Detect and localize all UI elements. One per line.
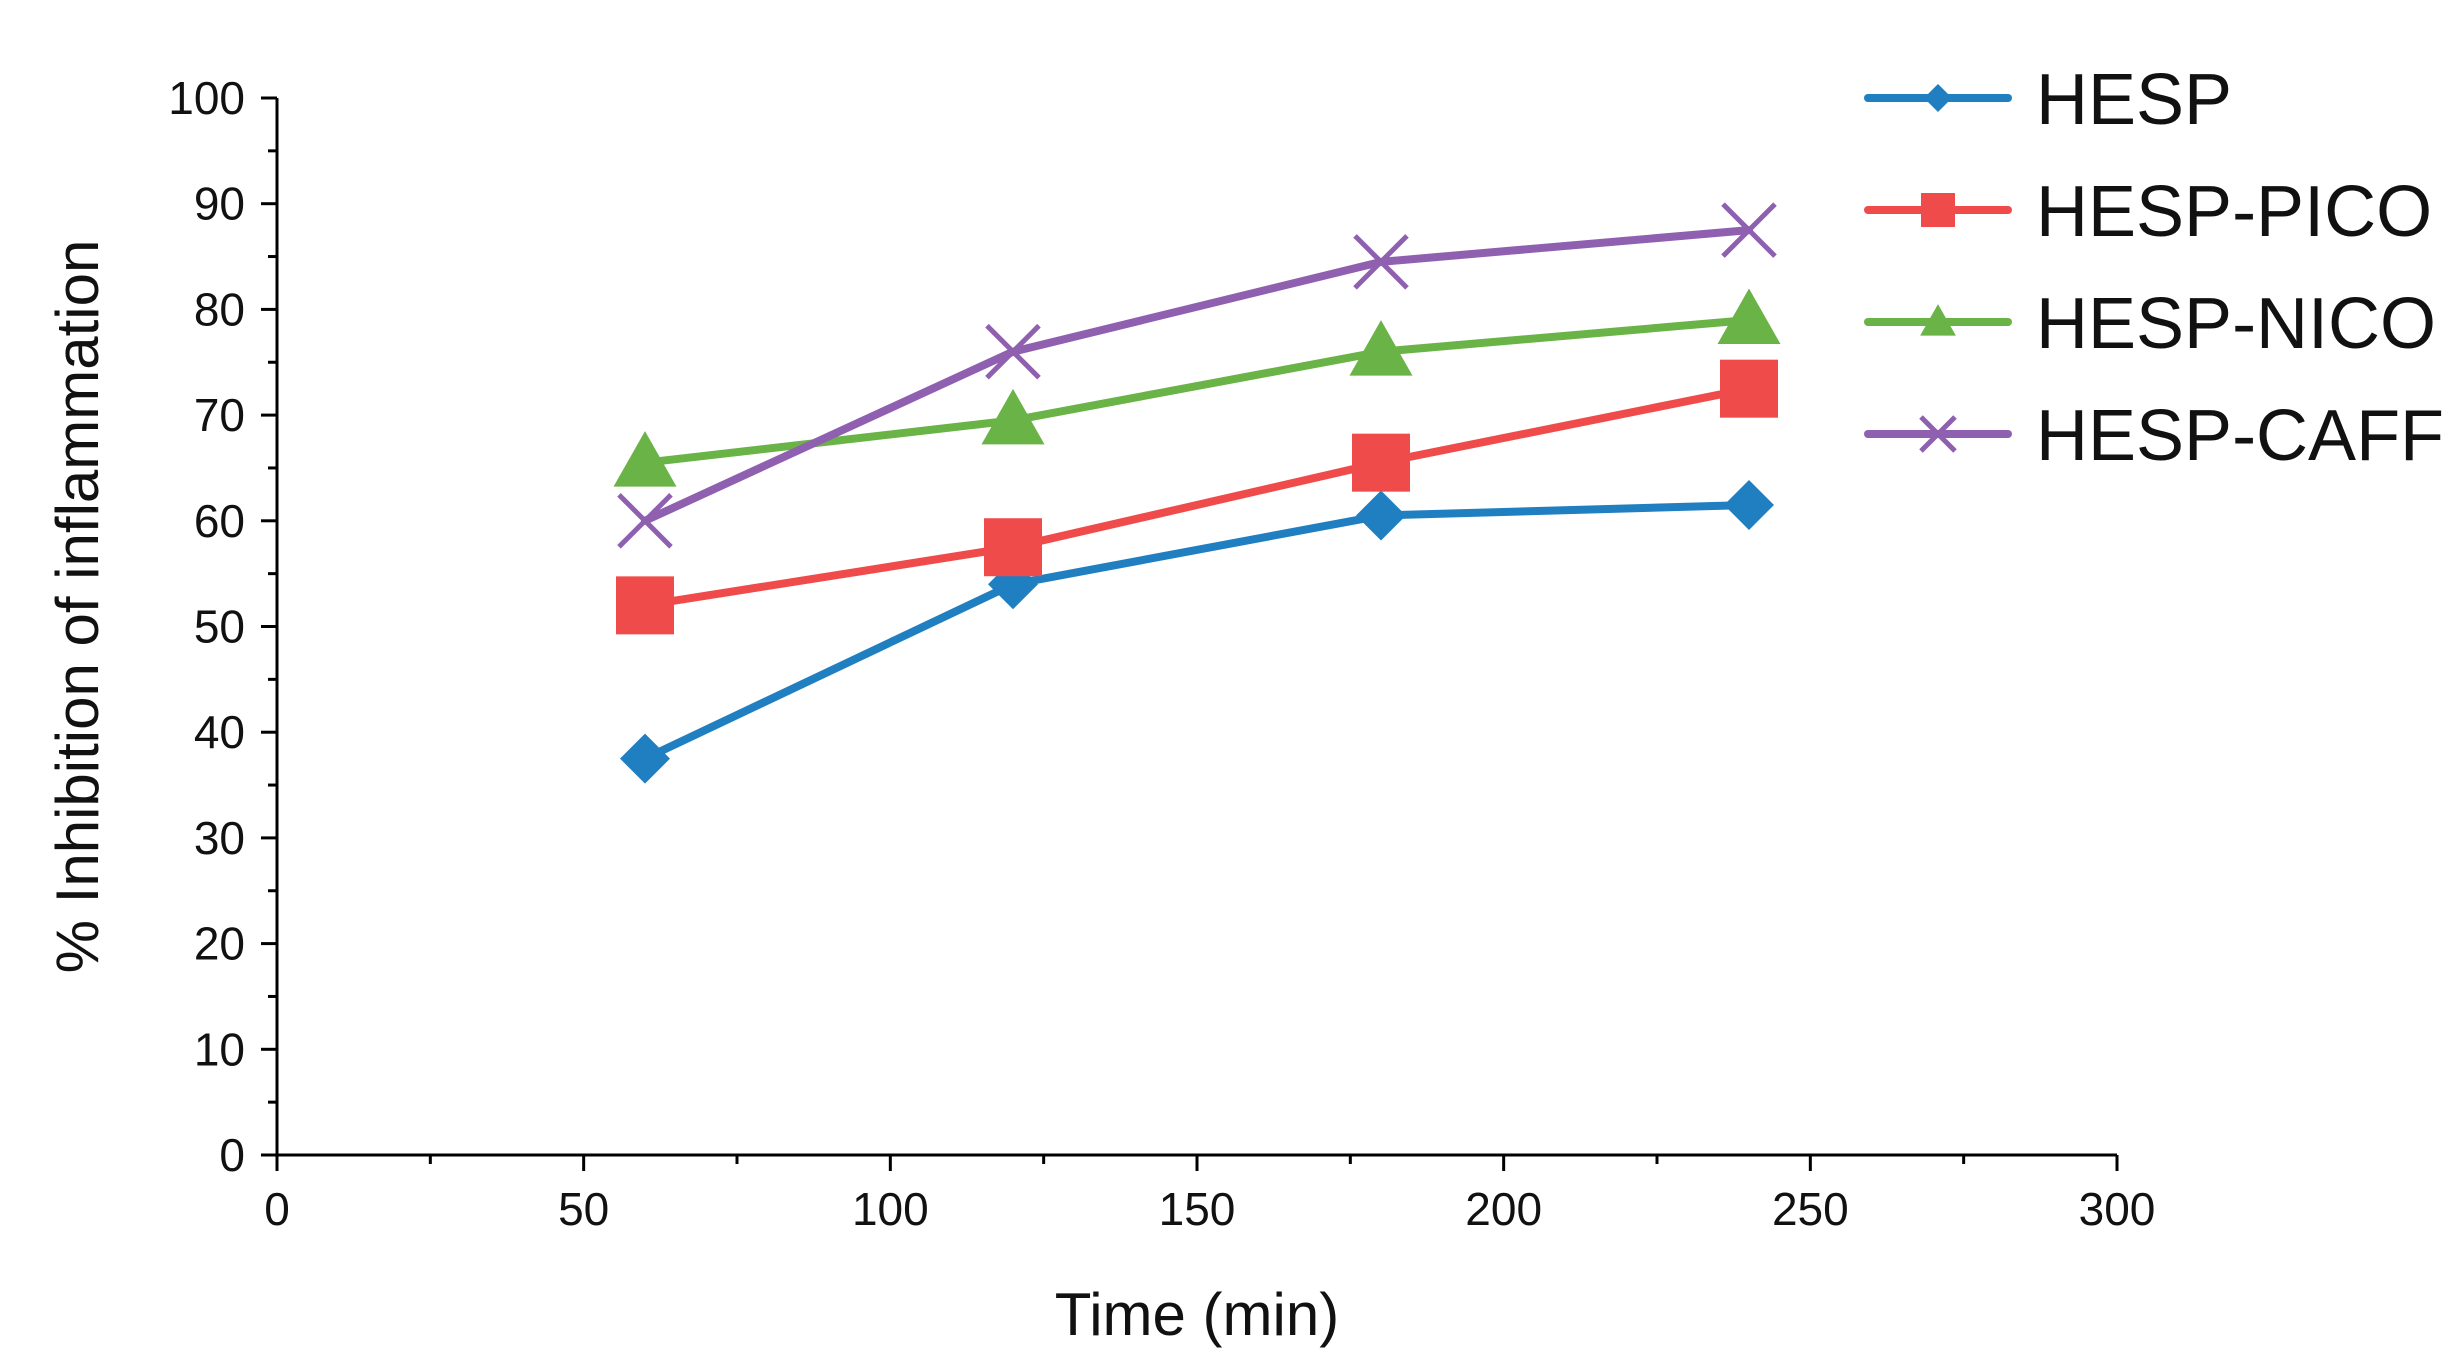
y-tick-label: 80: [194, 283, 245, 335]
series-line-hesp-pico: [641, 384, 1753, 610]
y-tick-label: 100: [168, 72, 245, 124]
y-tick-label: 90: [194, 178, 245, 230]
y-tick-label: 0: [219, 1129, 245, 1181]
legend-marker-hesp-caff-stroke: [1919, 415, 1957, 453]
x-tick-label: 150: [1159, 1183, 1236, 1235]
data-point-hesp: [1724, 479, 1774, 530]
series-line-hesp-caff: [641, 226, 1753, 525]
data-point-hesp-pico: [984, 518, 1042, 577]
legend-marker-hesp-pico: [1921, 193, 1955, 227]
x-axis-title: Time (min): [1055, 1281, 1339, 1348]
y-tick-label: 10: [194, 1023, 245, 1075]
y-axis-title: % Inhibition of inflammation: [44, 240, 111, 974]
series-hesp-nico: [613, 288, 1781, 487]
data-point-hesp-caff-stroke: [1721, 202, 1777, 258]
legend-item-hesp: HESP: [1864, 60, 2232, 140]
x-tick-label: 100: [852, 1183, 929, 1235]
legend-label-hesp-caff: HESP-CAFF: [2036, 396, 2444, 476]
x-tick-label: 0: [264, 1183, 290, 1235]
legend-label-hesp-nico: HESP-NICO: [2036, 284, 2436, 364]
data-point-hesp-pico: [616, 576, 674, 635]
legend-marker-hesp: [1924, 84, 1952, 112]
series-group: [613, 202, 1781, 784]
y-tick-label: 20: [194, 918, 245, 970]
data-point-hesp-nico: [1349, 320, 1413, 376]
legend-marker-hesp-caff: [1919, 415, 1957, 453]
x-tick-label: 300: [2079, 1183, 2156, 1235]
data-point-hesp-caff: [1721, 202, 1777, 258]
legend-marker-hesp-nico: [1920, 304, 1956, 336]
y-tick-label: 40: [194, 706, 245, 758]
series-line-hesp-nico: [641, 315, 1753, 467]
series-hesp-pico: [616, 359, 1778, 635]
legend-item-hesp-pico: HESP-PICO: [1864, 172, 2432, 252]
data-point-hesp-pico: [1352, 433, 1410, 492]
data-point-hesp-caff-stroke: [1353, 234, 1409, 290]
data-point-hesp: [620, 733, 670, 784]
y-tick-label: 70: [194, 389, 245, 441]
y-tick-label: 30: [194, 812, 245, 864]
series-line-hesp: [641, 500, 1753, 763]
data-point-hesp-pico: [1720, 359, 1778, 418]
legend-label-hesp-pico: HESP-PICO: [2036, 172, 2432, 252]
data-point-hesp-nico: [1717, 288, 1781, 344]
y-tick-label: 60: [194, 495, 245, 547]
x-tick-label: 250: [1772, 1183, 1849, 1235]
y-tick-label: 50: [194, 601, 245, 653]
x-tick-label: 50: [558, 1183, 609, 1235]
x-tick-label: 200: [1465, 1183, 1542, 1235]
data-point-hesp-caff: [1353, 234, 1409, 290]
series-hesp: [620, 479, 1774, 784]
legend-item-hesp-nico: HESP-NICO: [1864, 284, 2436, 364]
data-point-hesp-nico: [613, 431, 677, 487]
data-point-hesp-caff-stroke: [985, 323, 1041, 380]
data-point-hesp-caff: [617, 493, 673, 549]
series-hesp-caff: [617, 202, 1777, 549]
data-point-hesp-caff: [985, 323, 1041, 380]
axes: 0 10 20 30 40 50 60 70 80 90 100 0 50 100 150 200 250 300: [168, 72, 2155, 1235]
legend-item-hesp-caff: HESP-CAFF: [1864, 396, 2444, 476]
data-point-hesp: [1356, 490, 1406, 541]
data-point-hesp-caff-stroke: [617, 493, 673, 549]
data-point-hesp-nico: [981, 388, 1045, 445]
legend: HESP HESP-PICO HESP-NICO HESP-CAFF: [1864, 60, 2444, 476]
legend-label-hesp: HESP: [2036, 60, 2232, 140]
